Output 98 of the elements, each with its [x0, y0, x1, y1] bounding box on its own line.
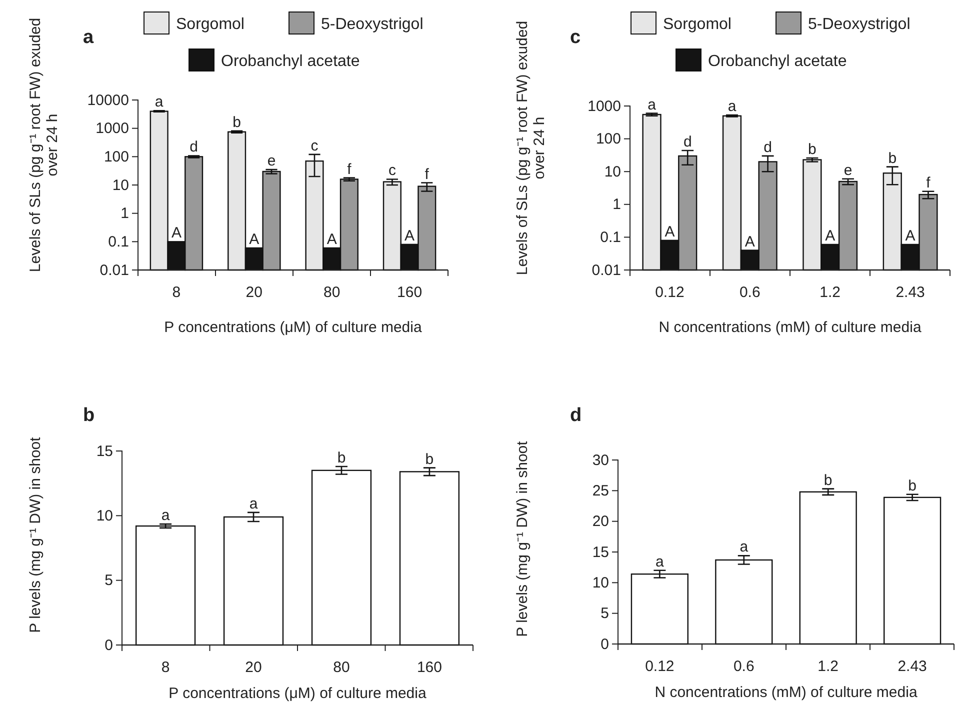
y-tick-label: 1000 [588, 98, 621, 115]
bar [135, 525, 196, 646]
x-tick-label: 0.12 [655, 284, 684, 301]
y-tick-label: 20 [592, 513, 609, 530]
legend-label: Sorgomol [176, 16, 244, 33]
y-tick-label: 1000 [96, 120, 129, 138]
x-tick-label: 2.43 [898, 658, 927, 675]
legend-label: Sorgomol [663, 16, 732, 33]
y-axis-title: Levels of SLs (pg g⁻¹ root FW) exuded over 24 h [27, 18, 61, 272]
y-tick-label: 5 [600, 605, 609, 622]
x-axis-title: P concentrations (μM) of culture media [168, 685, 427, 702]
chart-title: c [570, 27, 581, 48]
data-label: a [728, 98, 737, 116]
x-tick-label: 20 [246, 284, 262, 301]
y-tick-label: 0.01 [100, 262, 129, 279]
y-tick-label: 0.1 [108, 233, 129, 250]
bar [311, 470, 372, 646]
y-tick-label: 15 [96, 442, 113, 460]
x-axis-title: P concentrations (μM) of culture media [164, 319, 422, 336]
y-tick-label: 0.1 [600, 229, 621, 246]
y-tick-label: 15 [592, 544, 609, 561]
data-label: d [683, 133, 692, 150]
data-label: f [926, 174, 932, 192]
data-label: A [326, 230, 337, 248]
y-axis-title: Levels of SLs (pg g⁻¹ root FW) exuded over 24 h [514, 20, 548, 276]
y-axis-title: P levels (mg g⁻¹ DW) in shoot [514, 440, 531, 637]
bar [223, 516, 284, 646]
data-label: d [190, 138, 198, 156]
x-tick-label: 160 [416, 659, 442, 676]
x-axis-title: N concentrations (mM) of culture media [654, 684, 918, 701]
data-label: A [171, 224, 182, 242]
y-tick-label: 100 [104, 148, 129, 166]
data-label: b [425, 450, 434, 468]
y-tick-label: 30 [592, 452, 609, 469]
data-label: b [337, 450, 346, 467]
data-label: A [825, 227, 836, 244]
y-tick-label: 100 [596, 130, 621, 148]
data-label: b [824, 472, 832, 489]
y-tick-label: 0 [104, 636, 113, 654]
data-label: A [664, 223, 675, 240]
data-label: e [844, 162, 852, 179]
x-tick-label: 160 [397, 284, 422, 301]
data-label: A [905, 227, 916, 244]
data-label: e [267, 152, 276, 170]
y-tick-label: 10 [96, 507, 113, 524]
x-tick-label: 0.6 [733, 658, 754, 675]
y-tick-label: 10 [112, 176, 129, 194]
x-tick-label: 2.43 [896, 284, 925, 301]
x-tick-label: 8 [161, 659, 170, 676]
y-tick-label: 1 [120, 205, 129, 222]
data-label: d [764, 138, 772, 156]
y-tick-label: 25 [592, 482, 609, 500]
y-tick-label: 10 [604, 163, 621, 180]
x-tick-label: 80 [324, 284, 340, 301]
bar [715, 559, 773, 645]
bar [884, 496, 942, 645]
data-label: b [908, 477, 916, 494]
data-label: a [656, 553, 665, 570]
data-label: a [154, 94, 164, 111]
legend-label: 5-Deoxystrigol [808, 16, 910, 33]
x-tick-label: 0.6 [739, 284, 760, 301]
data-label: f [424, 166, 430, 183]
y-tick-label: 0.01 [592, 262, 621, 279]
x-tick-label: 0.12 [645, 658, 674, 675]
data-label: c [310, 137, 319, 154]
data-label: a [648, 96, 657, 114]
legend-label: 5-Deoxystrigol [321, 16, 424, 33]
x-tick-label: 8 [172, 284, 181, 301]
x-tick-label: 1.2 [820, 284, 841, 301]
data-label: b [888, 150, 897, 167]
x-tick-label: 20 [245, 659, 262, 676]
y-tick-label: 5 [104, 572, 113, 590]
data-label: c [388, 162, 396, 180]
y-tick-label: 1 [612, 196, 621, 214]
data-label: b [232, 114, 241, 131]
x-tick-label: 80 [333, 659, 350, 676]
bar [399, 471, 460, 646]
data-label: A [404, 227, 415, 244]
y-axis-title: P levels (mg g⁻¹ DW) in shoot [27, 436, 44, 633]
data-label: b [808, 140, 816, 158]
data-label: A [744, 233, 755, 250]
x-axis-title: N concentrations (mM) of culture media [658, 319, 922, 336]
y-tick-label: 0 [600, 636, 609, 653]
y-tick-label: 10000 [87, 92, 129, 109]
legend-label: Orobanchyl acetate [708, 53, 847, 70]
chart-title: d [570, 405, 582, 426]
data-label: a [740, 538, 749, 556]
x-tick-label: 1.2 [818, 658, 839, 675]
data-label: a [249, 495, 258, 512]
legend-label: Orobanchyl acetate [221, 53, 360, 70]
y-tick-label: 10 [592, 574, 609, 592]
chart-title: b [83, 405, 95, 426]
bar [799, 491, 857, 645]
chart-title: a [83, 27, 94, 48]
bar [630, 573, 688, 645]
data-label: f [347, 160, 352, 178]
data-label: A [249, 230, 260, 248]
data-label: a [161, 507, 170, 524]
